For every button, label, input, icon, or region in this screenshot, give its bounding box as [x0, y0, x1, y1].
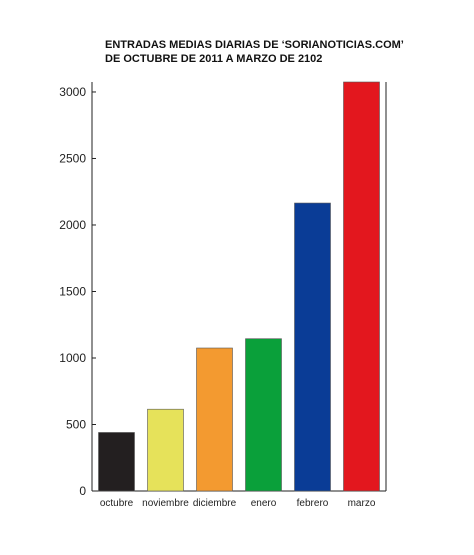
chart-title: ENTRADAS MEDIAS DIARIAS DE ‘SORIANOTICIA… — [105, 38, 435, 66]
x-tick-label-febrero: febrero — [297, 498, 329, 509]
bar-diciembre — [196, 347, 233, 492]
y-ticks: 0 500 1000 1500 2000 2500 3000 — [59, 85, 96, 498]
bar-noviembre — [147, 408, 184, 492]
bar-marzo — [343, 81, 380, 492]
y-tick-label: 3000 — [59, 85, 86, 99]
y-tick-label: 2500 — [59, 151, 86, 165]
x-tick-label-octubre: octubre — [100, 498, 134, 509]
bar-febrero — [294, 202, 331, 492]
bar-enero — [245, 338, 282, 492]
chart-title-line-1: ENTRADAS MEDIAS DIARIAS DE ‘SORIANOTICIA… — [105, 39, 404, 51]
y-tick-label: 1500 — [59, 284, 86, 298]
bars — [98, 81, 380, 492]
x-tick-labels: octubre noviembre diciembre enero febrero mar… — [100, 498, 376, 509]
x-tick-label-noviembre: noviembre — [142, 498, 189, 509]
x-tick-label-marzo: marzo — [348, 498, 376, 509]
y-tick-label: 500 — [66, 417, 86, 431]
y-tick-label: 2000 — [59, 218, 86, 232]
y-tick-label: 0 — [79, 484, 86, 498]
y-tick-label: 1000 — [59, 351, 86, 365]
x-tick-label-diciembre: diciembre — [193, 498, 237, 509]
chart-title-line-2: DE OCTUBRE DE 2011 A MARZO DE 2102 — [105, 53, 323, 65]
bar-octubre — [98, 432, 135, 492]
x-tick-label-enero: enero — [251, 498, 277, 509]
